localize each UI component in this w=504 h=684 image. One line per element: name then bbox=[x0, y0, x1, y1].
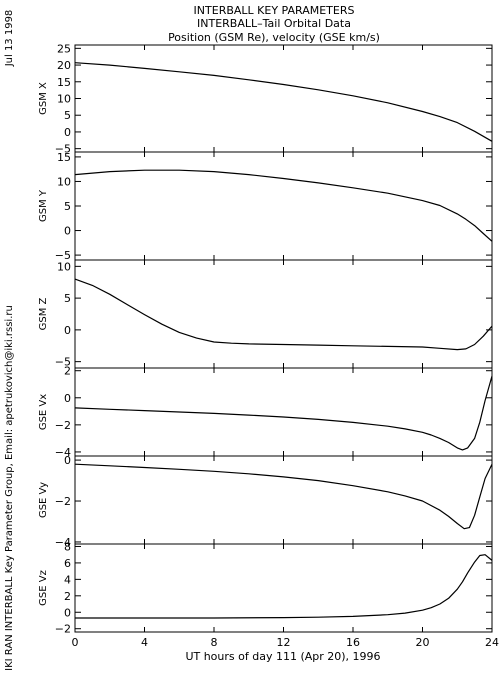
series-line bbox=[74, 463, 493, 530]
y-axis-label: GSE Vx bbox=[38, 394, 49, 430]
panel-frame bbox=[74, 259, 493, 369]
title-line-2: INTERBALL–Tail Orbital Data bbox=[197, 17, 351, 30]
series-line bbox=[74, 375, 493, 451]
y-tick-label: 0 bbox=[64, 392, 71, 405]
date-stamp: Jul 13 1998 bbox=[4, 10, 15, 68]
series-line bbox=[75, 554, 493, 619]
y-tick-label: 5 bbox=[64, 109, 71, 122]
y-tick-label: −4 bbox=[55, 536, 71, 549]
x-tick-label: 16 bbox=[346, 636, 360, 649]
x-tick-label: 20 bbox=[416, 636, 430, 649]
panel-3: −5 0 5 10 GSM Z bbox=[38, 259, 493, 369]
y-tick-label: 0 bbox=[64, 126, 71, 139]
panel-2: −5 0 5 10 15 GSM Y bbox=[38, 151, 493, 262]
y-tick-label: 2 bbox=[64, 590, 71, 603]
x-tick-label: 8 bbox=[211, 636, 218, 649]
panel-5: −4 −2 0 GSE Vy bbox=[38, 454, 493, 549]
title-line-1: INTERBALL KEY PARAMETERS bbox=[194, 4, 355, 17]
panel-1: −5 0 5 10 15 20 25 GSM X bbox=[38, 42, 493, 156]
series-line bbox=[74, 169, 493, 242]
y-axis-label: GSM Y bbox=[38, 189, 49, 222]
y-tick-label: 15 bbox=[57, 76, 71, 89]
panel-frame bbox=[74, 44, 493, 153]
x-axis-label: UT hours of day 111 (Apr 20), 1996 bbox=[185, 650, 380, 663]
x-tick-label: 12 bbox=[277, 636, 291, 649]
y-tick-label: 5 bbox=[64, 200, 71, 213]
y-axis-label: GSE Vy bbox=[38, 482, 49, 518]
y-tick-label: 4 bbox=[64, 573, 71, 586]
title-line-3: Position (GSM Re), velocity (GSE km/s) bbox=[168, 31, 380, 44]
y-tick-label: −5 bbox=[55, 143, 71, 156]
y-tick-label: 0 bbox=[64, 324, 71, 337]
y-tick-label: 10 bbox=[57, 175, 71, 188]
y-tick-label: 0 bbox=[64, 606, 71, 619]
x-tick-label: 4 bbox=[141, 636, 148, 649]
panel-4: −4 −2 0 2 GSE Vx bbox=[38, 365, 493, 459]
y-axis-label: GSE Vz bbox=[38, 570, 49, 606]
y-tick-label: 8 bbox=[64, 540, 71, 553]
y-tick-label: −5 bbox=[55, 356, 71, 369]
y-tick-label: 5 bbox=[64, 292, 71, 305]
y-tick-label: 10 bbox=[57, 260, 71, 273]
y-tick-label: −2 bbox=[55, 623, 71, 636]
y-tick-label: 25 bbox=[57, 42, 71, 55]
x-tick-label: 24 bbox=[485, 636, 499, 649]
x-axis: 0 4 8 12 16 20 24 bbox=[72, 636, 500, 649]
credit-line: IKI RAN INTERBALL Key Parameter Group, E… bbox=[4, 305, 15, 671]
panel-6: −2 0 2 4 6 8 GSE Vz bbox=[38, 540, 493, 636]
panel-frame bbox=[74, 367, 493, 457]
y-tick-label: −2 bbox=[55, 495, 71, 508]
y-tick-label: −4 bbox=[55, 446, 71, 459]
y-tick-label: 10 bbox=[57, 93, 71, 106]
series-line bbox=[74, 62, 493, 142]
panel-frame bbox=[74, 151, 493, 261]
y-tick-label: 6 bbox=[64, 557, 71, 570]
panel-frame bbox=[74, 543, 493, 633]
y-tick-label: −2 bbox=[55, 419, 71, 432]
y-tick-label: 20 bbox=[57, 59, 71, 72]
y-tick-label: 0 bbox=[64, 454, 71, 467]
y-tick-label: 0 bbox=[64, 225, 71, 238]
x-tick-label: 0 bbox=[72, 636, 79, 649]
series-line bbox=[74, 278, 493, 351]
y-axis-label: GSM X bbox=[38, 82, 49, 115]
y-tick-label: −5 bbox=[55, 249, 71, 262]
y-tick-label: 15 bbox=[57, 151, 71, 164]
y-tick-label: 2 bbox=[64, 365, 71, 378]
panel-frame bbox=[74, 455, 493, 545]
y-axis-label: GSM Z bbox=[38, 297, 49, 330]
